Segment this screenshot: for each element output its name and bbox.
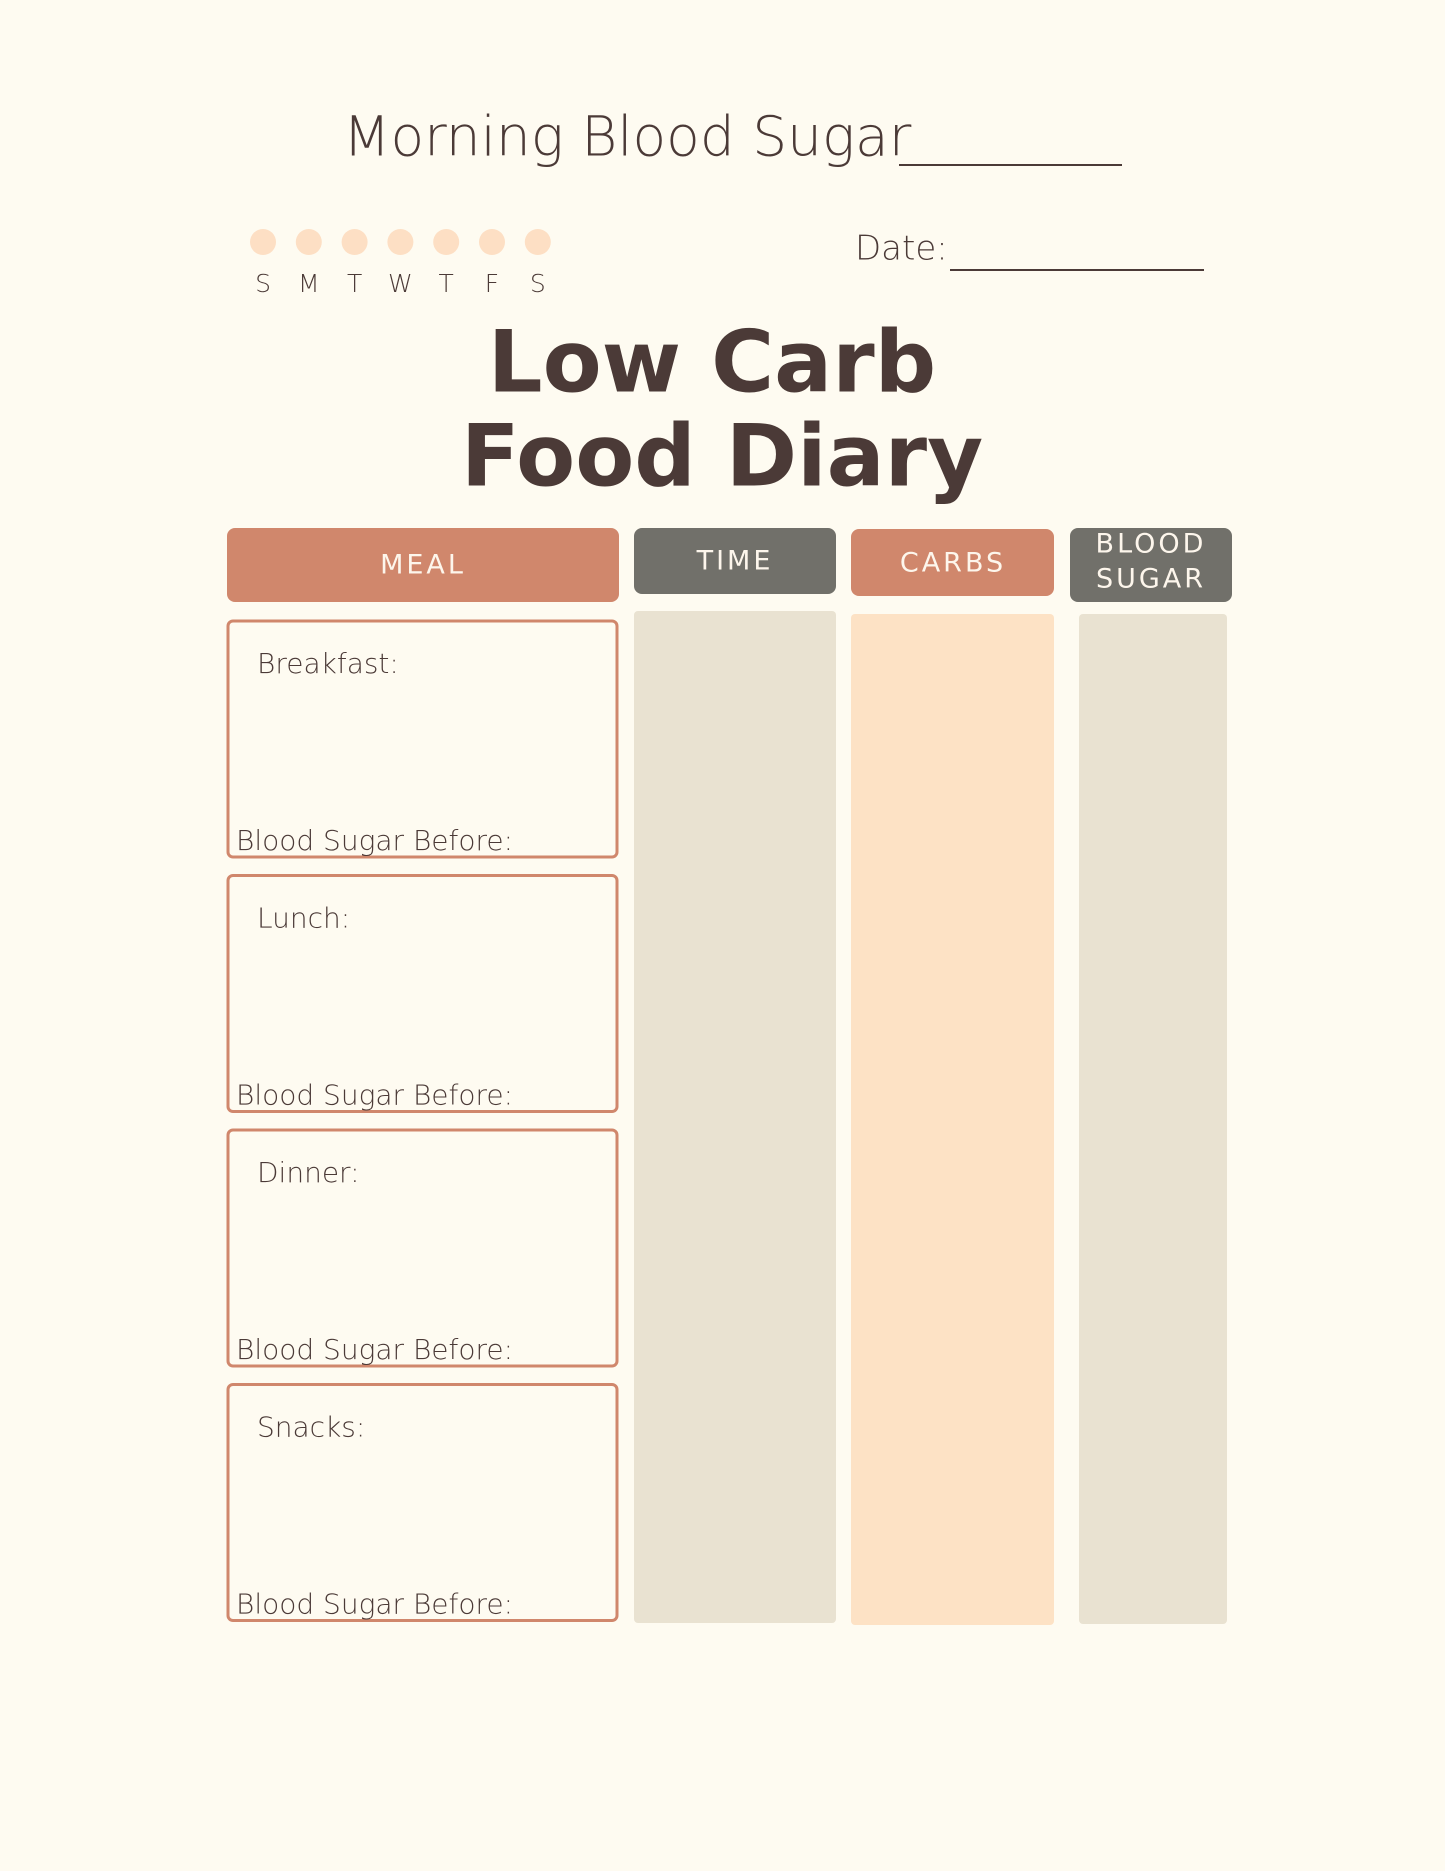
day-letter: S	[255, 269, 271, 298]
blood-sugar-header	[1070, 528, 1232, 602]
day-letter: T	[439, 269, 454, 298]
day-letter: T	[347, 269, 362, 298]
meal-note: Blood Sugar Before:	[236, 1079, 513, 1112]
day-dot	[479, 229, 505, 255]
day-dot	[433, 229, 460, 255]
meal-note: Blood Sugar Before:	[236, 1588, 513, 1621]
meal-label: Dinner:	[257, 1156, 360, 1189]
day-letter: M	[298, 269, 320, 298]
column-header: BLOOD	[1096, 529, 1207, 560]
carbs-column	[851, 614, 1054, 1625]
meal-box	[226, 1383, 619, 1622]
meal-label: Snacks:	[257, 1411, 365, 1444]
day-dot	[341, 229, 368, 255]
day-dot	[524, 229, 551, 255]
column-header: CARBS	[900, 548, 1006, 579]
time-header	[634, 528, 836, 594]
title-line: Food Diary	[461, 406, 983, 506]
title-line: Low Carb	[488, 312, 936, 412]
column-header: SUGAR	[1096, 564, 1206, 595]
day-dot	[295, 229, 322, 255]
day-dot	[250, 229, 276, 255]
column-header: MEAL	[380, 550, 466, 581]
meal-header	[227, 528, 619, 602]
morning-label: Morning Blood Sugar	[343, 104, 912, 168]
day-letter: S	[530, 269, 546, 298]
meal-note: Blood Sugar Before:	[236, 1333, 513, 1366]
blood-sugar-column	[1079, 614, 1227, 1624]
meal-label: Lunch:	[257, 902, 350, 935]
day-letter: F	[485, 269, 499, 298]
date-label: Date:	[855, 229, 948, 269]
day-dot	[387, 229, 414, 255]
column-header: TIME	[696, 546, 774, 577]
meal-label: Breakfast:	[257, 647, 399, 680]
meal-box	[226, 619, 619, 859]
meal-box	[226, 874, 619, 1113]
time-column	[634, 611, 836, 1623]
carbs-header	[851, 529, 1054, 596]
day-letter: W	[388, 269, 413, 298]
meal-note: Blood Sugar Before:	[236, 824, 513, 857]
meal-box	[226, 1128, 619, 1368]
